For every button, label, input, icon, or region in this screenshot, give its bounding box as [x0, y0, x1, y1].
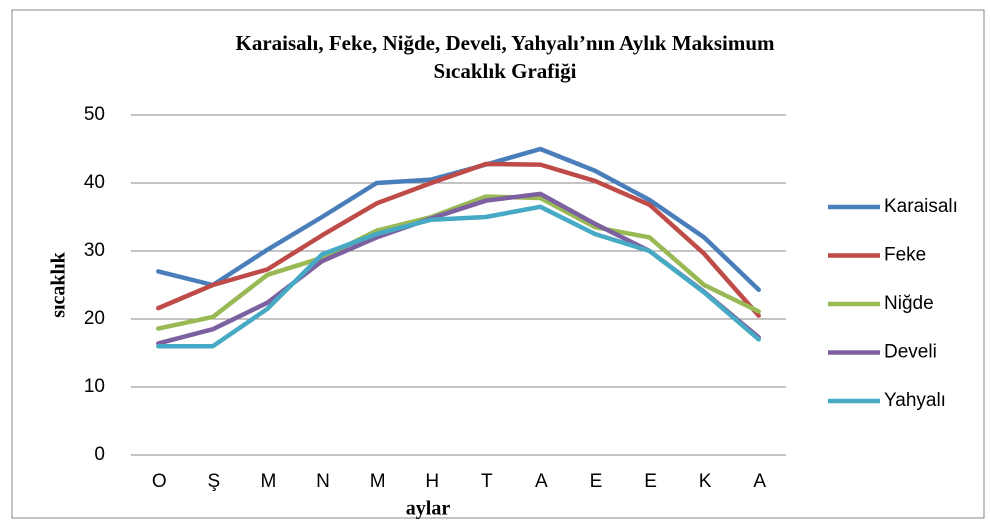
legend-label: Niğde [884, 293, 934, 314]
series-line [156, 204, 761, 349]
x-tick-label: E [590, 471, 603, 492]
x-tick-label: N [316, 471, 330, 492]
x-tick-label: K [699, 471, 712, 492]
legend-label: Feke [884, 245, 926, 266]
y-tick-label: 40 [84, 172, 105, 193]
y-tick-label: 50 [84, 104, 105, 125]
x-tick-label: A [753, 471, 766, 492]
x-axis-label: aylar [406, 498, 451, 520]
x-tick-label: Ş [208, 471, 221, 492]
x-tick-label: A [535, 471, 548, 492]
y-tick-label: 30 [84, 240, 105, 261]
x-tick-label: E [644, 471, 657, 492]
x-tick-label: T [481, 471, 493, 492]
chart-title: Sıcaklık Grafiği [434, 59, 577, 83]
y-tick-label: 0 [94, 444, 105, 465]
x-tick-label: H [425, 471, 439, 492]
series-line [156, 194, 761, 331]
y-tick-label: 20 [84, 308, 105, 329]
y-axis-label: sıcaklık [48, 251, 70, 317]
legend-label: Yahyalı [884, 390, 946, 411]
chart-title: Karaisalı, Feke, Niğde, Develi, Yahyalı’… [235, 31, 775, 55]
legend-label: Karaisalı [884, 196, 958, 217]
x-tick-label: O [152, 471, 167, 492]
series-line [156, 161, 761, 318]
legend-label: Develi [884, 342, 937, 363]
chart-border [11, 9, 985, 519]
y-tick-label: 10 [84, 376, 105, 397]
x-tick-label: M [370, 471, 386, 492]
x-tick-label: M [261, 471, 277, 492]
